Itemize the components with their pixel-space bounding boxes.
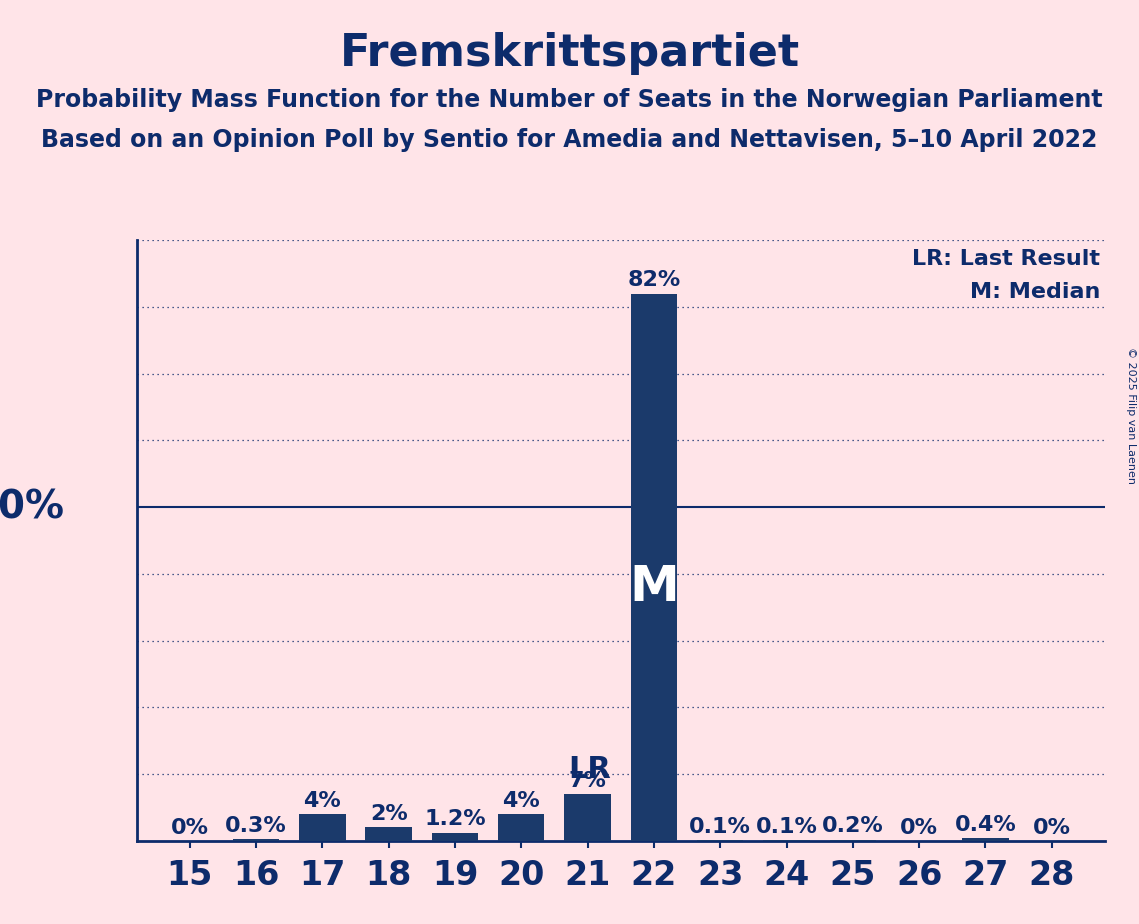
Text: 4%: 4% <box>502 791 540 811</box>
Text: 0.2%: 0.2% <box>822 816 884 836</box>
Bar <box>962 838 1009 841</box>
Text: 0.3%: 0.3% <box>226 816 287 835</box>
Text: © 2025 Filip van Laenen: © 2025 Filip van Laenen <box>1126 347 1136 484</box>
Bar <box>300 814 345 841</box>
Text: M: Median: M: Median <box>969 282 1100 302</box>
Bar <box>232 839 279 841</box>
Text: 82%: 82% <box>628 271 680 290</box>
Text: 0%: 0% <box>900 818 939 837</box>
Text: 0%: 0% <box>1033 818 1071 837</box>
Bar <box>498 814 544 841</box>
Text: 0.1%: 0.1% <box>689 817 751 837</box>
Text: LR: LR <box>568 755 611 784</box>
Text: 7%: 7% <box>568 771 607 791</box>
Text: Fremskrittspartiet: Fremskrittspartiet <box>339 32 800 76</box>
Text: 0%: 0% <box>171 818 208 837</box>
Text: M: M <box>629 564 679 612</box>
Text: 1.2%: 1.2% <box>424 809 486 830</box>
Text: 2%: 2% <box>370 804 408 824</box>
Bar <box>366 828 412 841</box>
Text: 4%: 4% <box>303 791 342 811</box>
Text: Probability Mass Function for the Number of Seats in the Norwegian Parliament: Probability Mass Function for the Number… <box>36 88 1103 112</box>
Text: LR: Last Result: LR: Last Result <box>912 249 1100 269</box>
Bar <box>829 840 876 841</box>
Text: Based on an Opinion Poll by Sentio for Amedia and Nettavisen, 5–10 April 2022: Based on an Opinion Poll by Sentio for A… <box>41 128 1098 152</box>
Bar <box>565 794 611 841</box>
Bar <box>432 833 478 841</box>
Text: 0.1%: 0.1% <box>755 817 818 837</box>
Text: 0.4%: 0.4% <box>954 815 1016 835</box>
Bar <box>631 294 677 841</box>
Text: 50%: 50% <box>0 488 64 526</box>
